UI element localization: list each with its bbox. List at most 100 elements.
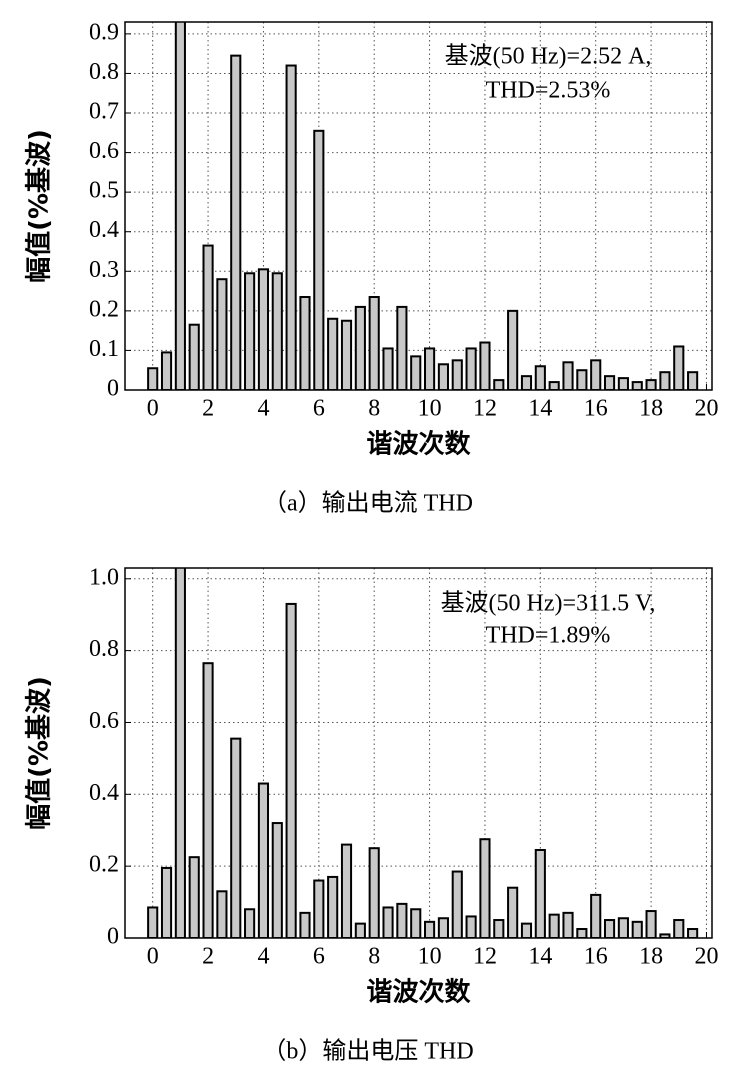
y-tick-label: 0.2 xyxy=(89,852,119,878)
x-tick-label: 0 xyxy=(147,396,159,422)
bar xyxy=(271,272,283,390)
x-tick-label: 8 xyxy=(368,944,380,970)
annotation: 基波(50 Hz)=2.52 A, xyxy=(445,43,652,70)
bar xyxy=(354,922,366,938)
bar xyxy=(202,662,214,938)
bar xyxy=(354,305,366,390)
bar xyxy=(271,822,283,938)
bar xyxy=(659,371,671,390)
x-tick-label: 16 xyxy=(584,944,608,970)
x-tick-label: 18 xyxy=(639,396,663,422)
bar xyxy=(687,371,699,390)
x-tick-label: 2 xyxy=(202,944,214,970)
x-tick-label: 16 xyxy=(584,396,608,422)
bar xyxy=(230,54,242,390)
bar xyxy=(382,347,394,390)
bar xyxy=(285,602,297,938)
x-tick-label: 10 xyxy=(418,396,442,422)
y-tick-label: 0.6 xyxy=(89,138,119,164)
bar xyxy=(340,843,353,938)
bar xyxy=(617,917,629,938)
bar xyxy=(160,351,173,390)
y-tick-label: 0.7 xyxy=(89,99,119,125)
x-axis-label: 谐波次数 xyxy=(366,430,471,460)
bar xyxy=(673,345,685,390)
bar xyxy=(396,305,408,390)
bar xyxy=(410,908,422,938)
bar xyxy=(493,919,505,938)
bar xyxy=(631,920,643,938)
bar xyxy=(340,319,353,390)
bar xyxy=(160,866,173,938)
x-tick-label: 12 xyxy=(473,396,497,422)
bar xyxy=(147,367,159,390)
y-tick-label: 0 xyxy=(107,376,119,402)
y-axis-label: 幅值(%基波) xyxy=(25,676,55,830)
annotation: THD=2.53% xyxy=(486,78,611,104)
bar xyxy=(188,856,200,938)
x-tick-label: 8 xyxy=(368,396,380,422)
bar xyxy=(576,928,588,938)
annotation: 基波(50 Hz)=311.5 V, xyxy=(441,590,656,617)
bar xyxy=(437,363,449,390)
plot-frame xyxy=(124,567,713,939)
bar xyxy=(451,870,463,938)
bar xyxy=(147,906,159,938)
x-tick-label: 6 xyxy=(313,944,325,970)
bar xyxy=(230,737,242,938)
caption: （a）输出电流 THD xyxy=(263,490,473,517)
x-tick-label: 14 xyxy=(528,396,552,422)
x-tick-label: 6 xyxy=(313,396,325,422)
x-axis-label: 谐波次数 xyxy=(366,978,471,1008)
plot-frame xyxy=(124,21,713,391)
bar xyxy=(507,886,519,938)
y-tick-label: 0.4 xyxy=(89,780,119,806)
y-tick-label: 0.2 xyxy=(89,296,119,322)
bar xyxy=(673,919,685,938)
bar xyxy=(368,296,380,390)
bar xyxy=(562,911,574,938)
y-tick-label: 0.8 xyxy=(89,59,119,85)
x-tick-label: 20 xyxy=(694,944,718,970)
bar xyxy=(465,347,477,390)
bar xyxy=(216,890,228,938)
bar xyxy=(216,278,228,390)
bar xyxy=(603,375,616,390)
y-tick-label: 1.0 xyxy=(89,564,119,590)
bar xyxy=(548,913,560,938)
annotation: THD=1.89% xyxy=(486,623,611,649)
bar xyxy=(645,379,657,390)
caption: （b）输出电压 THD xyxy=(262,1038,473,1065)
bar xyxy=(659,933,671,938)
bar xyxy=(493,379,505,390)
bar xyxy=(244,272,256,390)
y-tick-label: 0.6 xyxy=(89,708,119,734)
y-tick-label: 0.1 xyxy=(89,336,119,362)
x-tick-label: 4 xyxy=(257,396,269,422)
bar xyxy=(424,920,436,938)
bar xyxy=(382,906,394,938)
y-tick-label: 0.4 xyxy=(89,217,119,243)
bar xyxy=(645,910,657,938)
bar xyxy=(257,268,270,390)
bar xyxy=(603,919,616,938)
y-tick-label: 0.3 xyxy=(89,257,119,283)
bar xyxy=(465,915,477,938)
bar xyxy=(299,296,311,390)
bar xyxy=(313,879,325,938)
y-tick-label: 0 xyxy=(107,924,119,950)
bar xyxy=(576,369,588,390)
bar xyxy=(174,22,186,390)
x-tick-label: 14 xyxy=(528,944,552,970)
x-tick-label: 2 xyxy=(202,396,214,422)
bar xyxy=(562,361,574,390)
bar xyxy=(479,838,491,938)
bar xyxy=(327,317,339,390)
x-tick-label: 4 xyxy=(257,944,269,970)
x-tick-label: 10 xyxy=(418,944,442,970)
x-tick-label: 18 xyxy=(639,944,663,970)
bar xyxy=(424,347,436,390)
y-tick-label: 0.5 xyxy=(89,178,119,204)
bar xyxy=(687,928,699,938)
